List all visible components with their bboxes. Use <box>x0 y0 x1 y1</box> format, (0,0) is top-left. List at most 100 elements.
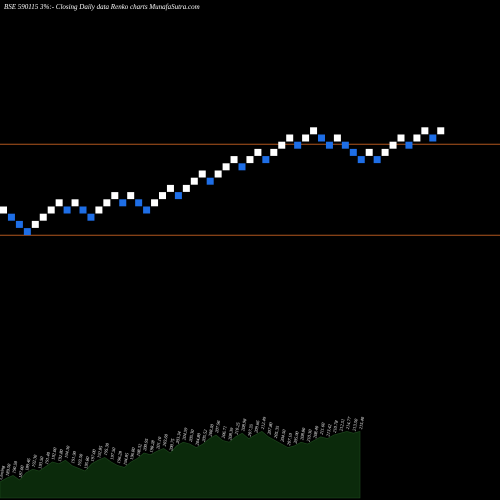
down-brick <box>174 192 182 200</box>
volume-label: 210.25 <box>234 421 241 435</box>
down-brick <box>349 148 357 156</box>
down-brick <box>325 141 333 149</box>
up-brick <box>0 206 7 214</box>
up-brick <box>39 213 47 221</box>
up-brick <box>198 170 206 178</box>
up-brick <box>31 220 39 228</box>
up-brick <box>397 134 405 142</box>
volume-label: 197.00 <box>90 448 97 462</box>
volume-label: 201.10 <box>155 436 162 450</box>
volume-label: 198.32 <box>136 443 143 457</box>
up-brick <box>103 199 111 207</box>
volume-label: 205.52 <box>201 428 208 442</box>
reference-lines <box>0 143 500 236</box>
volume-label: 208.40 <box>312 425 319 439</box>
up-brick <box>95 206 103 214</box>
volume-label: 212.51 <box>338 418 345 431</box>
volume-label: 204.80 <box>194 432 201 446</box>
volume-label: 192.00 <box>50 446 57 460</box>
volume-label: 191.90 <box>70 450 77 464</box>
down-brick <box>63 206 71 214</box>
volume-label: 205.90 <box>293 430 300 444</box>
down-brick <box>119 199 127 207</box>
up-brick <box>333 134 341 142</box>
down-brick <box>341 141 349 149</box>
volume-label: 200.75 <box>168 437 175 451</box>
down-brick <box>405 141 413 149</box>
up-brick <box>437 127 445 135</box>
volume-label: 195.80 <box>83 455 90 469</box>
chart-title: BSE 590115 3%:- Closing Daily data Renko… <box>4 3 200 11</box>
up-brick <box>47 206 55 214</box>
down-brick <box>135 199 143 207</box>
volume-label: 207.96 <box>214 419 221 433</box>
volume-label: 193.50 <box>37 455 44 469</box>
volume-label: 192.30 <box>31 454 38 468</box>
up-brick <box>190 177 198 185</box>
up-brick <box>159 192 166 200</box>
volume-label: 192.85 <box>96 445 103 459</box>
down-brick <box>206 177 214 185</box>
up-brick <box>254 148 262 156</box>
volume-label: 203.34 <box>175 430 182 444</box>
up-brick <box>151 199 159 207</box>
volume-label: 204.59 <box>181 427 188 441</box>
volume-label: 196.80 <box>129 446 136 460</box>
volume-label: 206.71 <box>221 426 228 439</box>
down-brick <box>294 141 302 149</box>
volume-label: 207.10 <box>286 432 293 446</box>
up-brick <box>381 148 389 156</box>
up-brick <box>214 170 222 178</box>
down-brick <box>23 228 31 236</box>
renko-bricks <box>0 127 445 236</box>
volume-label: 200.95 <box>142 437 149 451</box>
up-brick <box>421 127 429 135</box>
up-brick <box>166 184 174 192</box>
down-brick <box>429 134 437 142</box>
volume-label: 210.30 <box>306 428 313 442</box>
up-brick <box>278 141 286 149</box>
volume-label: 208.80 <box>299 427 306 441</box>
volume-label: 192.80 <box>57 448 64 462</box>
volume-label: 194.85 <box>122 452 129 466</box>
volume-label: Closing <box>0 465 6 480</box>
down-brick <box>238 163 246 171</box>
volume-label: 193.50 <box>77 453 84 467</box>
up-brick <box>389 141 397 149</box>
up-brick <box>111 192 119 200</box>
volume-label: 203.60 <box>162 433 169 447</box>
volume-label: 194.30 <box>64 445 71 459</box>
volume-area-path <box>0 431 361 499</box>
up-brick <box>286 134 294 142</box>
up-brick <box>127 192 135 200</box>
volume-label: 213.50 <box>352 418 359 432</box>
down-brick <box>357 156 365 164</box>
volume-label: 195.30 <box>103 442 110 456</box>
up-brick <box>222 163 230 171</box>
volume-label: 213.42 <box>325 423 332 437</box>
up-brick <box>302 134 310 142</box>
volume-label: 208.98 <box>240 418 247 432</box>
volume-label: 196.28 <box>116 450 123 464</box>
up-brick <box>413 134 421 142</box>
volume-label: 197.50 <box>109 446 116 460</box>
down-brick <box>7 213 15 221</box>
volume-label: 207.80 <box>266 421 273 435</box>
volume-label: 211.60 <box>319 422 326 435</box>
down-brick <box>87 213 95 221</box>
up-brick <box>246 156 254 164</box>
down-brick <box>143 206 151 214</box>
volume-label: 205.30 <box>188 428 195 442</box>
volume-label: 208.30 <box>208 423 215 437</box>
down-brick <box>318 134 325 142</box>
volume-label: 209.66 <box>253 419 260 433</box>
up-brick <box>270 148 278 156</box>
down-brick <box>79 206 87 214</box>
up-brick <box>310 127 318 135</box>
volume-label: 190.50 <box>11 460 18 474</box>
down-brick <box>373 156 381 164</box>
up-brick <box>182 184 190 192</box>
volume-label: 208.39 <box>227 427 234 441</box>
